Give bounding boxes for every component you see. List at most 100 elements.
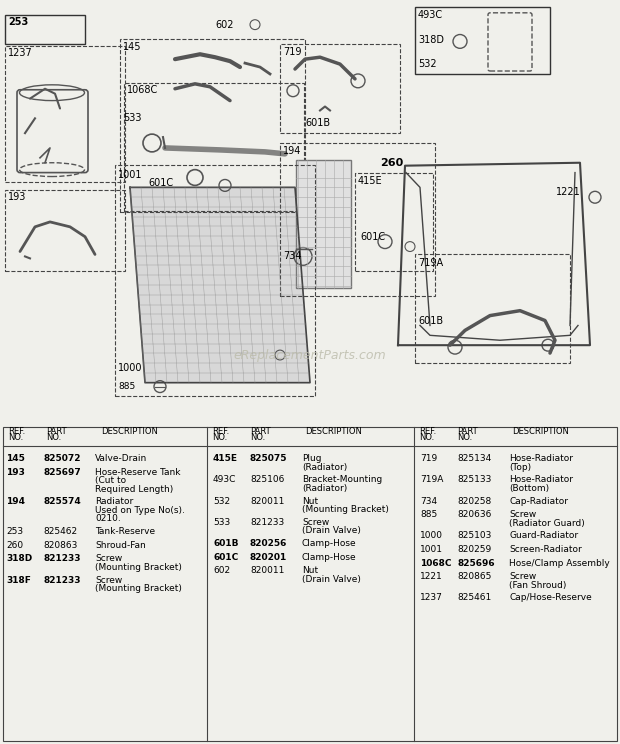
Text: 260: 260 bbox=[6, 541, 23, 550]
Text: 1001: 1001 bbox=[420, 545, 443, 554]
Text: Radiator: Radiator bbox=[95, 498, 133, 507]
Text: DESCRIPTION: DESCRIPTION bbox=[101, 427, 158, 436]
Text: (Radiator): (Radiator) bbox=[302, 463, 347, 472]
Text: (Fan Shroud): (Fan Shroud) bbox=[509, 580, 567, 590]
Text: (Radiator): (Radiator) bbox=[302, 484, 347, 493]
Bar bbox=[5, 190, 125, 272]
Text: PART: PART bbox=[250, 427, 270, 436]
Text: 825574: 825574 bbox=[43, 498, 81, 507]
Text: 602: 602 bbox=[215, 20, 234, 30]
Text: 601C: 601C bbox=[213, 553, 238, 562]
Text: Screw: Screw bbox=[95, 576, 122, 585]
Text: 825103: 825103 bbox=[457, 531, 492, 540]
Text: (Mounting Bracket): (Mounting Bracket) bbox=[302, 505, 389, 514]
Text: Clamp-Hose: Clamp-Hose bbox=[302, 553, 356, 562]
Text: 601C: 601C bbox=[360, 232, 385, 242]
Text: 825696: 825696 bbox=[457, 559, 495, 568]
Text: 0210.: 0210. bbox=[95, 514, 121, 524]
Text: 825106: 825106 bbox=[250, 475, 285, 484]
Text: 820201: 820201 bbox=[250, 553, 287, 562]
Text: NO.: NO. bbox=[419, 433, 434, 442]
Text: 493C: 493C bbox=[213, 475, 236, 484]
Text: 318D: 318D bbox=[6, 554, 32, 563]
Text: DESCRIPTION: DESCRIPTION bbox=[305, 427, 362, 436]
Text: 825462: 825462 bbox=[43, 527, 77, 536]
Text: DESCRIPTION: DESCRIPTION bbox=[512, 427, 569, 436]
Text: 260: 260 bbox=[380, 158, 403, 168]
Text: 825461: 825461 bbox=[457, 594, 491, 603]
Text: eReplacementParts.com: eReplacementParts.com bbox=[234, 348, 386, 362]
Text: Tank-Reserve: Tank-Reserve bbox=[95, 527, 155, 536]
Bar bbox=[280, 45, 400, 133]
Text: 821233: 821233 bbox=[43, 576, 81, 585]
Text: 825697: 825697 bbox=[43, 468, 81, 477]
Text: (Drain Valve): (Drain Valve) bbox=[302, 526, 361, 535]
Text: 415E: 415E bbox=[358, 176, 383, 185]
Text: (Bottom): (Bottom) bbox=[509, 484, 549, 493]
Text: 194: 194 bbox=[283, 146, 301, 156]
Text: 885: 885 bbox=[118, 382, 135, 391]
Text: Hose-Reserve Tank: Hose-Reserve Tank bbox=[95, 468, 180, 477]
Text: 318D: 318D bbox=[418, 34, 444, 45]
Text: 601B: 601B bbox=[305, 118, 330, 129]
Text: Screw: Screw bbox=[509, 510, 536, 519]
Polygon shape bbox=[130, 187, 310, 382]
Text: 820259: 820259 bbox=[457, 545, 491, 554]
Text: (Mounting Bracket): (Mounting Bracket) bbox=[95, 563, 182, 572]
Text: 601C: 601C bbox=[148, 178, 173, 187]
Text: 1001: 1001 bbox=[118, 170, 143, 179]
Text: 719: 719 bbox=[283, 48, 301, 57]
Text: 533: 533 bbox=[123, 113, 141, 124]
Text: (Mounting Bracket): (Mounting Bracket) bbox=[95, 584, 182, 593]
Text: 194: 194 bbox=[6, 498, 25, 507]
Text: NO.: NO. bbox=[250, 433, 265, 442]
Text: 533: 533 bbox=[213, 518, 230, 527]
Text: PART: PART bbox=[46, 427, 66, 436]
Text: Shroud-Fan: Shroud-Fan bbox=[95, 541, 146, 550]
Text: 253: 253 bbox=[6, 527, 23, 536]
Text: (Radiator Guard): (Radiator Guard) bbox=[509, 519, 585, 527]
Text: 193: 193 bbox=[6, 468, 25, 477]
Text: NO.: NO. bbox=[457, 433, 472, 442]
Text: 719A: 719A bbox=[418, 258, 443, 269]
Text: 253: 253 bbox=[8, 17, 29, 27]
Text: NO.: NO. bbox=[46, 433, 61, 442]
Text: 532: 532 bbox=[213, 496, 230, 506]
Text: 1221: 1221 bbox=[556, 187, 581, 197]
Text: Nut: Nut bbox=[302, 566, 318, 575]
Text: Screw: Screw bbox=[95, 554, 122, 563]
Text: 601B: 601B bbox=[418, 315, 443, 326]
Text: 719: 719 bbox=[420, 454, 437, 463]
Text: Cap-Radiator: Cap-Radiator bbox=[509, 496, 568, 506]
Text: NO.: NO. bbox=[8, 433, 24, 442]
Text: 493C: 493C bbox=[418, 10, 443, 20]
Text: Nut: Nut bbox=[302, 496, 318, 506]
Text: 821233: 821233 bbox=[250, 518, 284, 527]
Bar bbox=[120, 39, 305, 212]
Text: 193: 193 bbox=[8, 192, 27, 202]
Text: 415E: 415E bbox=[213, 454, 238, 463]
Text: (Top): (Top) bbox=[509, 463, 531, 472]
Text: Screen-Radiator: Screen-Radiator bbox=[509, 545, 582, 554]
Text: Hose-Radiator: Hose-Radiator bbox=[509, 454, 573, 463]
Text: 820011: 820011 bbox=[250, 566, 285, 575]
Text: 820863: 820863 bbox=[43, 541, 78, 550]
Text: 1237: 1237 bbox=[420, 594, 443, 603]
Text: 734: 734 bbox=[283, 251, 301, 261]
Text: Clamp-Hose: Clamp-Hose bbox=[302, 539, 356, 548]
Bar bbox=[5, 46, 125, 182]
Text: 821233: 821233 bbox=[43, 554, 81, 563]
Text: 1221: 1221 bbox=[420, 572, 443, 581]
Bar bbox=[355, 173, 433, 272]
Text: Hose-Radiator: Hose-Radiator bbox=[509, 475, 573, 484]
Text: 825072: 825072 bbox=[43, 454, 81, 463]
Text: 1000: 1000 bbox=[118, 363, 143, 373]
Text: 145: 145 bbox=[123, 42, 141, 52]
Text: 825134: 825134 bbox=[457, 454, 491, 463]
Text: Hose/Clamp Assembly: Hose/Clamp Assembly bbox=[509, 559, 609, 568]
Text: 1068C: 1068C bbox=[420, 559, 451, 568]
Text: 719A: 719A bbox=[420, 475, 443, 484]
Text: 602: 602 bbox=[213, 566, 230, 575]
Text: Valve-Drain: Valve-Drain bbox=[95, 454, 148, 463]
Bar bbox=[5, 15, 85, 45]
